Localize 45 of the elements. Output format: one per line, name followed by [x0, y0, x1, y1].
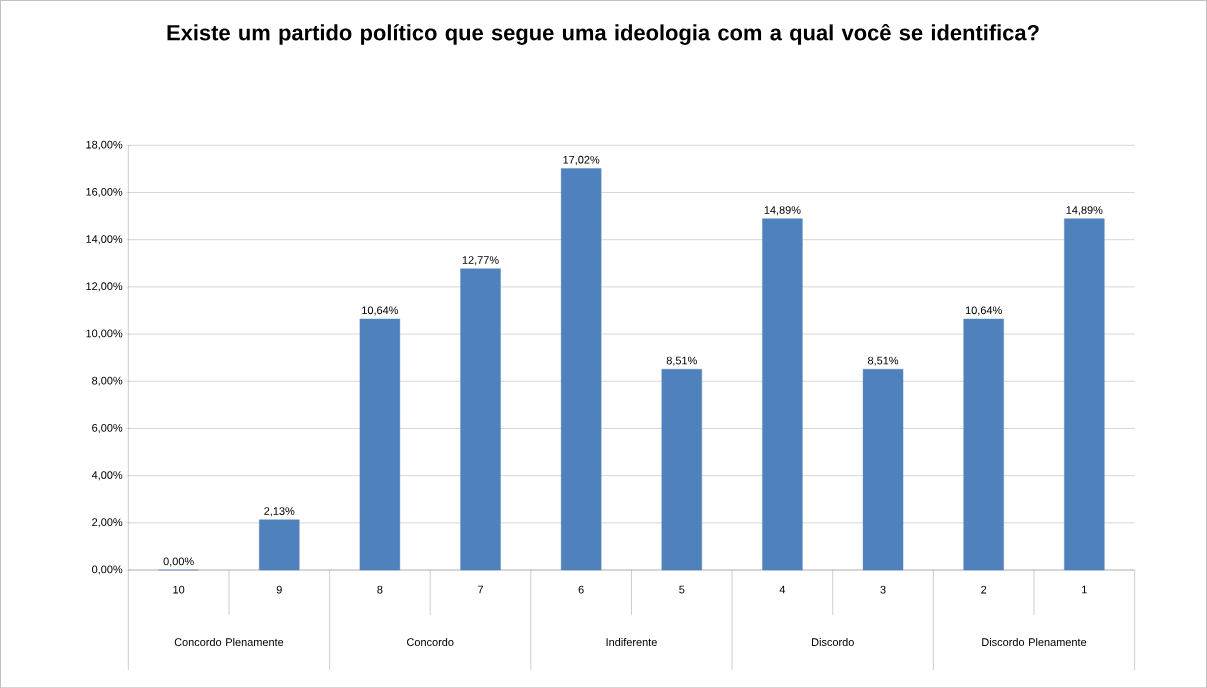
bar: [1064, 218, 1105, 571]
data-label: 17,02%: [563, 155, 600, 165]
data-label: 0,00%: [163, 557, 194, 567]
text: Discordo Plenamente: [982, 637, 1087, 646]
x-tick-label: 5: [679, 585, 685, 594]
y-tick-label: 18,00%: [86, 140, 123, 150]
x-tick-label: 6: [578, 585, 584, 594]
text: Concordo Plenamente: [174, 637, 284, 646]
y-tick-label: 2,00%: [92, 518, 123, 528]
x-tick-label: 8: [377, 585, 383, 594]
y-tick-label: 14,00%: [86, 235, 123, 245]
data-label: 8,51%: [867, 356, 899, 366]
bar: [661, 368, 702, 571]
x-tick-label: 2: [981, 585, 987, 594]
text: Concordo: [407, 637, 454, 646]
chart-title: Existe um partido político que segue uma ideologia com a qual você se identifica?: [167, 23, 1039, 45]
data-label: 2,13%: [264, 507, 295, 517]
x-tick-label: 3: [880, 585, 886, 594]
data-label: 14,89%: [764, 205, 801, 215]
bar: [259, 519, 300, 571]
y-tick-label: 0,00%: [92, 565, 123, 575]
bar: [460, 268, 501, 571]
text: Discordo: [812, 637, 854, 646]
data-label: 10,64%: [965, 306, 1002, 316]
x-tick-label: 7: [478, 585, 484, 594]
y-tick-label: 8,00%: [92, 376, 123, 386]
x-tick-label: 10: [173, 585, 185, 594]
y-tick-label: 6,00%: [92, 423, 123, 433]
y-tick-label: 16,00%: [86, 187, 123, 197]
bar: [862, 368, 904, 571]
bar: [963, 318, 1004, 571]
x-tick-label: 9: [276, 585, 282, 594]
data-label: 14,89%: [1066, 205, 1103, 215]
bar: [762, 218, 803, 571]
y-tick-label: 4,00%: [91, 470, 123, 480]
data-label: 10,64%: [362, 306, 399, 316]
bar: [359, 318, 401, 571]
x-tick-label: 1: [1082, 585, 1087, 594]
data-label: 8,51%: [666, 356, 697, 366]
data-label: 12,77%: [462, 255, 499, 266]
x-tick-label: 4: [779, 585, 786, 594]
text: Indiferente: [606, 637, 657, 646]
y-tick-label: 12,00%: [86, 282, 123, 292]
bar: [560, 168, 602, 571]
y-tick-label: 10,00%: [86, 329, 123, 339]
